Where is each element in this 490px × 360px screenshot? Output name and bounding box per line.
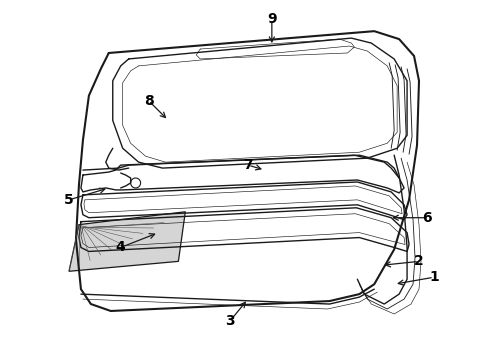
Text: 6: 6 (422, 211, 432, 225)
Text: 9: 9 (267, 12, 277, 26)
Text: 1: 1 (429, 270, 439, 284)
Text: 2: 2 (414, 255, 424, 268)
Polygon shape (69, 212, 185, 271)
Text: 4: 4 (116, 240, 125, 255)
Text: 8: 8 (144, 94, 153, 108)
Text: 7: 7 (243, 158, 253, 172)
Text: 5: 5 (64, 193, 74, 207)
Text: 3: 3 (225, 314, 235, 328)
